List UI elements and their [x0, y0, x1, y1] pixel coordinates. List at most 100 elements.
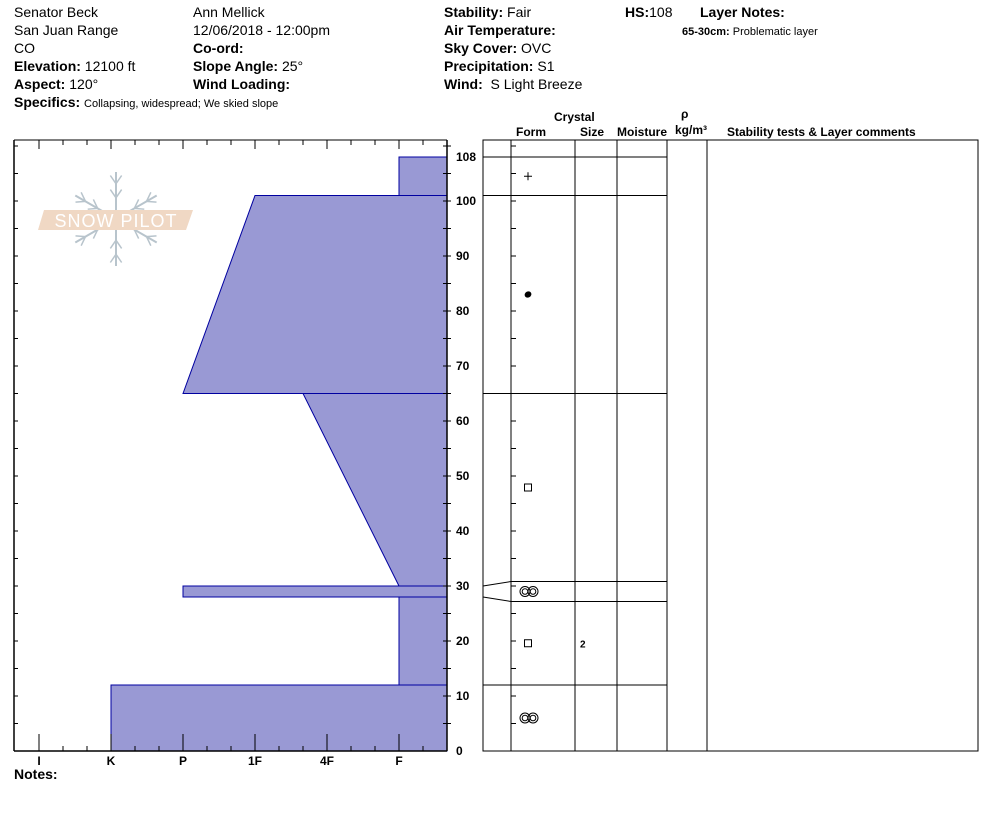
y-tick-label: 60	[456, 414, 470, 428]
x-tick-label: 1F	[248, 754, 262, 768]
snowflake-branch	[115, 239, 123, 249]
comments-header: Stability tests & Layer comments	[727, 125, 916, 139]
stability-value: Fair	[507, 4, 532, 20]
stability-label: Stability:	[444, 4, 504, 20]
facets-icon	[524, 483, 532, 492]
hs: HS:108	[625, 4, 672, 20]
y-tick-label: 40	[456, 524, 470, 538]
ring-outer	[527, 586, 539, 597]
snowflake-branch	[115, 189, 123, 199]
hardness-layers	[110, 156, 448, 752]
snowflake-branch	[115, 175, 123, 185]
hardness-layer	[302, 393, 448, 587]
y-tick-label: 50	[456, 469, 470, 483]
layer-notes-label: Layer Notes:	[700, 4, 785, 20]
x-tick-label: 4F	[320, 754, 334, 768]
x-tick-label: I	[37, 754, 40, 768]
precip-value: S1	[537, 58, 555, 74]
wind-label: Wind:	[444, 76, 483, 92]
square	[524, 639, 532, 648]
rounded-icon	[524, 291, 532, 298]
snowflake-branch	[75, 235, 86, 238]
hardness-layer	[398, 156, 448, 196]
sky-label: Sky Cover:	[444, 40, 518, 56]
snowflake-branch	[146, 235, 157, 238]
snowflake-branch	[115, 253, 123, 263]
density-symbol: ρ	[681, 107, 689, 121]
hardness-axes: I K P 1F 4F F 0 10 20 30 40 50 60 70 80 90 100 108	[13, 139, 476, 768]
hardness-layer	[182, 195, 448, 394]
snowflake-branch	[92, 229, 99, 239]
elevation-label: Elevation:	[14, 58, 81, 74]
y-tick-label: 20	[456, 634, 470, 648]
air-temp-label: Air Temperature:	[444, 22, 556, 38]
aspect-value: 120°	[69, 76, 99, 92]
notes-label: Notes:	[14, 766, 58, 782]
layer-note: 65-30cm: Problematic layer	[682, 24, 818, 40]
layer-connector	[482, 596, 512, 602]
snowflake-branch	[87, 207, 98, 210]
x-tick-label: F	[395, 754, 402, 768]
snowflake-branch	[109, 189, 117, 199]
melt-cluster-icon	[519, 712, 539, 724]
specifics-value: Collapsing, widespread; We skied slope	[84, 98, 279, 110]
snowflake-branch	[134, 207, 145, 210]
elevation: Elevation: 12100 ft	[14, 58, 135, 74]
specifics: Specifics: Collapsing, widespread; We sk…	[14, 94, 278, 112]
snowflake-branch	[80, 192, 87, 202]
snowflake-branch	[92, 199, 99, 209]
hs-label: HS:	[625, 4, 650, 20]
wind: Wind: S Light Breeze	[444, 76, 582, 92]
ring-outer	[527, 712, 539, 724]
logo-band	[38, 210, 193, 230]
density-unit: kg/m³	[675, 123, 708, 137]
hs-value: 108	[649, 4, 673, 20]
square	[524, 483, 532, 492]
y-tick-label: 70	[456, 359, 470, 373]
wind-loading-label: Wind Loading:	[193, 76, 291, 92]
precipitation-icon	[524, 172, 532, 181]
slope-value: 25°	[281, 58, 304, 74]
table-frame	[482, 139, 979, 752]
aspect: Aspect: 120°	[14, 76, 98, 92]
layer-connector	[482, 581, 512, 587]
hardness-layer	[182, 585, 448, 598]
elevation-value: 12100 ft	[84, 58, 136, 74]
y-tick-label: 108	[456, 150, 476, 164]
hardness-layer	[398, 596, 448, 686]
y-tick-label: 90	[456, 249, 470, 263]
melt-cluster-icon	[519, 586, 539, 597]
ring-inner	[529, 714, 537, 722]
snowflake-branch	[145, 192, 152, 202]
logo-text: SNOW PILOT	[54, 211, 177, 231]
snowflake-branch	[80, 236, 87, 246]
y-tick-label: 30	[456, 579, 470, 593]
sky-value: OVC	[521, 40, 552, 56]
layer-note-text: Problematic layer	[732, 26, 818, 38]
layer-table: 2	[482, 139, 979, 752]
aspect-label: Aspect:	[14, 76, 66, 92]
ring-inner	[529, 588, 537, 595]
slope-label: Slope Angle:	[193, 58, 279, 74]
layer-note-range: 65-30cm:	[682, 26, 730, 38]
y-tick-label: 10	[456, 689, 470, 703]
snowflake-branch	[109, 239, 117, 249]
range: San Juan Range	[14, 22, 119, 38]
stability: Stability: Fair	[444, 4, 531, 20]
sky-cover: Sky Cover: OVC	[444, 40, 551, 56]
snowflake-branch	[145, 236, 152, 246]
snowflake-branch	[133, 229, 140, 239]
state: CO	[14, 40, 35, 56]
crystal-size: 2	[580, 639, 586, 650]
snowflake-branch	[146, 200, 157, 203]
snowpilot-logo: SNOW PILOT	[38, 172, 193, 266]
size-header: Size	[580, 125, 605, 139]
y-tick-label: 0	[456, 744, 463, 758]
x-tick-label: P	[179, 754, 187, 768]
snowflake-branch	[109, 253, 117, 263]
precip-label: Precipitation:	[444, 58, 534, 74]
precipitation: Precipitation: S1	[444, 58, 554, 74]
ring-inner	[521, 588, 529, 595]
crystal-header: Crystal	[554, 110, 595, 124]
